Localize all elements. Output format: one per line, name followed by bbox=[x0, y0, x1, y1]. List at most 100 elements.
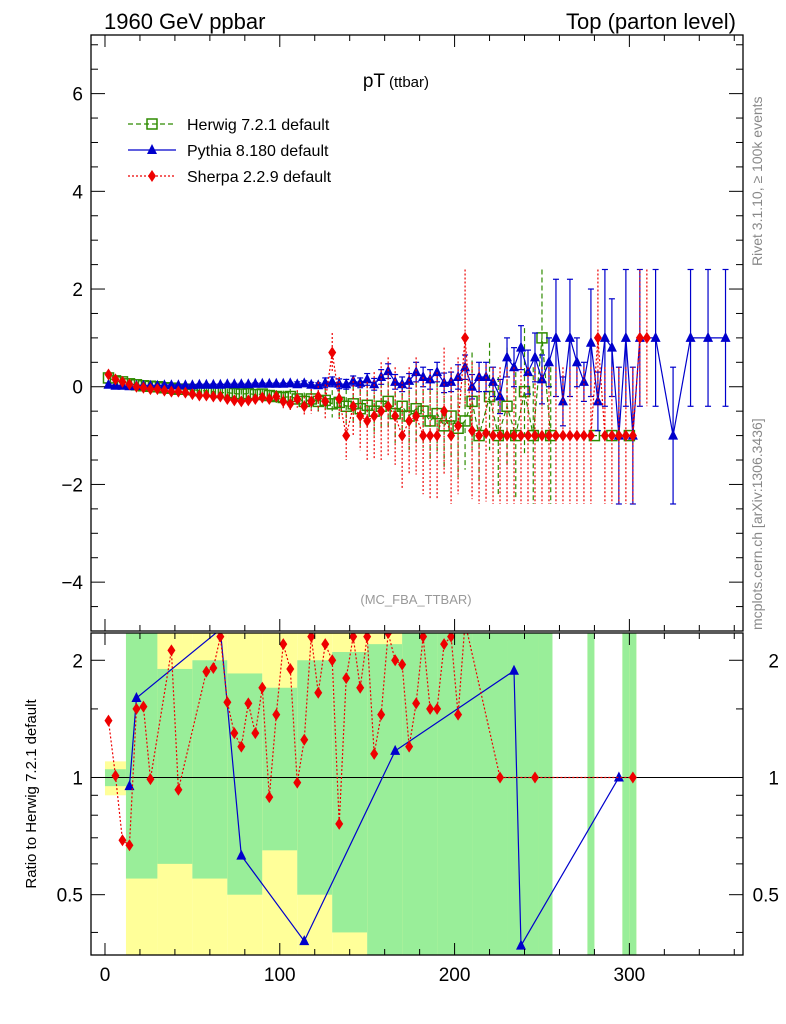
pythia-marker bbox=[187, 379, 198, 390]
sherpa-marker bbox=[223, 696, 232, 709]
sherpa-marker bbox=[272, 390, 281, 403]
pythia-marker bbox=[320, 376, 331, 387]
sherpa-marker bbox=[461, 617, 469, 629]
ratio-band-green bbox=[262, 687, 298, 851]
x-tick-label: 0 bbox=[100, 965, 111, 986]
sherpa-marker bbox=[496, 771, 505, 784]
pythia-marker bbox=[131, 692, 142, 703]
sherpa-marker bbox=[628, 429, 637, 442]
ratio-plot-frame bbox=[90, 632, 744, 956]
sherpa-marker bbox=[132, 380, 141, 393]
pythia-marker bbox=[668, 429, 679, 440]
pythia-marker bbox=[529, 351, 540, 362]
main-plot-frame bbox=[90, 34, 744, 632]
pythia-marker bbox=[173, 379, 184, 390]
sherpa-marker bbox=[174, 385, 183, 398]
sherpa-marker bbox=[307, 395, 316, 408]
sherpa-marker bbox=[482, 427, 491, 440]
sherpa-marker bbox=[363, 414, 372, 427]
sherpa-marker bbox=[475, 429, 484, 442]
sherpa-marker bbox=[335, 392, 344, 405]
pythia-marker bbox=[467, 380, 478, 391]
pythia-marker bbox=[369, 378, 380, 389]
sherpa-marker bbox=[544, 429, 553, 442]
sherpa-marker bbox=[181, 386, 190, 399]
y-tick-label: 0 bbox=[72, 378, 83, 399]
pythia-marker bbox=[522, 366, 533, 377]
sherpa-marker bbox=[272, 708, 281, 721]
herwig-marker bbox=[518, 385, 531, 398]
sherpa-marker bbox=[579, 429, 588, 442]
pythia-marker bbox=[327, 375, 338, 386]
sherpa-marker bbox=[370, 747, 379, 760]
sherpa-marker bbox=[335, 817, 344, 830]
ratio-band-green bbox=[538, 633, 553, 955]
pythia-marker bbox=[516, 341, 527, 352]
ratio-plot-series bbox=[104, 617, 637, 950]
sherpa-marker bbox=[167, 385, 176, 398]
sherpa-marker bbox=[426, 702, 435, 715]
sherpa-marker bbox=[265, 392, 274, 405]
sherpa-marker bbox=[251, 727, 260, 740]
sherpa-marker bbox=[405, 740, 414, 753]
sherpa-marker bbox=[265, 791, 274, 804]
sherpa-marker bbox=[321, 395, 330, 408]
sherpa-marker bbox=[628, 771, 637, 784]
pythia-marker bbox=[292, 378, 303, 389]
sherpa-marker bbox=[300, 733, 309, 746]
sherpa-marker bbox=[174, 783, 183, 796]
sherpa-marker bbox=[258, 391, 267, 404]
sherpa-marker bbox=[230, 394, 239, 407]
ratio-band-green bbox=[587, 633, 595, 955]
pythia-marker bbox=[509, 361, 520, 372]
sherpa-marker bbox=[398, 429, 407, 442]
sherpa-marker bbox=[635, 331, 644, 344]
ratio-band-green bbox=[125, 633, 158, 879]
sherpa-marker bbox=[537, 429, 546, 442]
ratio-band-green bbox=[507, 633, 539, 955]
pythia-marker bbox=[481, 370, 492, 381]
pythia-marker bbox=[243, 378, 254, 389]
ratio-band-green bbox=[437, 633, 473, 955]
herwig-legend-label: Herwig 7.2.1 default bbox=[187, 117, 330, 134]
rivet-label: Rivet 3.1.10, ≥ 100k events bbox=[749, 96, 765, 266]
sherpa-marker bbox=[146, 773, 155, 786]
ratio-y-tick-label: 1 bbox=[72, 768, 83, 789]
sherpa-marker bbox=[293, 776, 302, 789]
pythia-marker bbox=[390, 744, 401, 755]
watermark: (MC_FBA_TTBAR) bbox=[360, 592, 471, 607]
pythia-marker bbox=[418, 370, 429, 381]
sherpa-marker bbox=[342, 672, 351, 685]
sherpa-marker bbox=[148, 170, 156, 182]
sherpa-marker bbox=[279, 638, 288, 651]
pythia-marker bbox=[571, 356, 582, 367]
herwig-marker bbox=[146, 118, 158, 130]
sherpa-marker bbox=[216, 390, 225, 403]
ratio-band-green bbox=[629, 633, 637, 955]
sherpa-marker bbox=[125, 839, 134, 852]
sherpa-marker bbox=[188, 388, 197, 401]
sherpa-marker bbox=[216, 633, 225, 643]
pythia-marker bbox=[720, 331, 731, 342]
pythia-marker bbox=[236, 849, 247, 860]
pythia-marker bbox=[278, 377, 289, 388]
pythia-legend-label: Pythia 8.180 default bbox=[187, 143, 329, 160]
pythia-marker bbox=[650, 331, 661, 342]
sherpa-marker bbox=[433, 702, 442, 715]
sherpa-marker bbox=[314, 686, 323, 699]
sherpa-marker bbox=[118, 834, 127, 847]
sherpa-marker bbox=[405, 414, 414, 427]
sherpa-marker bbox=[293, 392, 302, 405]
y-tick-label: −2 bbox=[61, 475, 83, 496]
pythia-marker bbox=[550, 331, 561, 342]
sherpa-marker bbox=[440, 405, 449, 418]
header-right: Top (parton level) bbox=[566, 9, 736, 34]
sherpa-marker bbox=[237, 395, 246, 408]
pythia-marker bbox=[536, 373, 547, 384]
sherpa-marker bbox=[118, 375, 127, 388]
pythia-marker bbox=[509, 664, 520, 675]
sherpa-marker bbox=[321, 638, 330, 651]
herwig-marker bbox=[459, 415, 471, 427]
sherpa-marker bbox=[454, 419, 463, 432]
sherpa-marker bbox=[600, 429, 609, 442]
